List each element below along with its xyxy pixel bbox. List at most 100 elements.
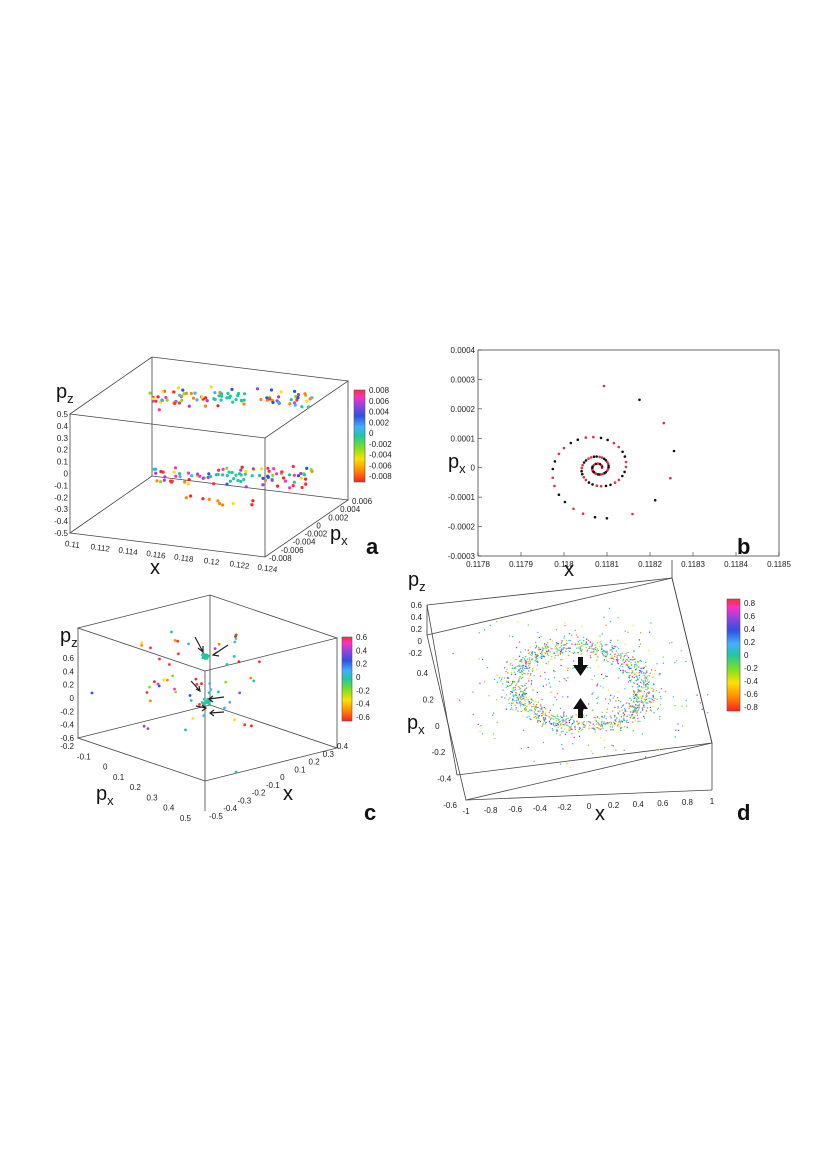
data-point	[237, 391, 241, 396]
data-point	[631, 713, 634, 716]
data-point	[605, 659, 608, 661]
data-point	[218, 502, 222, 506]
data-point	[611, 726, 614, 728]
data-point	[555, 717, 557, 720]
data-point	[600, 728, 602, 730]
data-point	[266, 474, 270, 479]
data-point	[619, 701, 622, 703]
data-point	[557, 643, 560, 645]
data-point	[626, 726, 628, 728]
data-point	[152, 467, 156, 471]
panel-c-x-tick: -0.4	[223, 804, 237, 813]
data-point	[603, 739, 606, 741]
data-point	[172, 470, 176, 474]
panel-b-y-tick: -0.0001	[448, 493, 476, 502]
panel-a-colorbar-tick: -0.002	[369, 440, 392, 449]
data-point	[595, 455, 598, 458]
data-point	[619, 669, 622, 672]
data-point	[501, 696, 503, 698]
data-point	[635, 707, 637, 710]
data-point	[559, 649, 561, 652]
panel-a-y-tick: 0.1	[57, 458, 69, 467]
panel-c-colorbar-tick: -0.2	[356, 686, 370, 695]
data-point	[634, 706, 636, 709]
data-point	[540, 635, 542, 638]
data-point	[539, 652, 542, 655]
data-point	[674, 736, 676, 738]
data-point	[553, 670, 555, 672]
data-point	[209, 474, 213, 479]
data-point	[583, 636, 585, 639]
data-point	[547, 663, 549, 665]
data-point	[524, 667, 526, 669]
data-point	[617, 723, 619, 726]
data-point	[587, 721, 590, 723]
data-point	[621, 712, 624, 715]
data-point	[520, 747, 523, 750]
panel-a-z-tick: -0.006	[281, 546, 304, 555]
data-point	[203, 404, 208, 408]
data-point	[642, 701, 644, 703]
data-point	[511, 707, 513, 709]
data-point	[604, 484, 608, 488]
panel-b-x-ticks: 0.1178 0.1179 0.118 0.1181 0.1182 0.1183 0.118…	[466, 552, 791, 569]
data-point	[525, 667, 528, 669]
data-point	[685, 699, 687, 702]
data-point	[624, 709, 626, 711]
data-point	[640, 711, 642, 713]
data-point	[639, 681, 641, 684]
data-point	[561, 658, 563, 660]
data-point	[521, 715, 524, 717]
data-point	[603, 616, 605, 618]
data-point	[305, 466, 309, 470]
panel-d-z-tick: 0.6	[411, 601, 423, 610]
panel-a-x-tick: 0.114	[118, 546, 139, 558]
data-point	[243, 723, 247, 727]
data-point	[556, 729, 558, 731]
panel-d-x-tick: 1	[710, 797, 715, 806]
panel-a-colorbar-ticks: 0.0080.0060.0040.0020-0.002-0.004-0.006-…	[369, 386, 392, 481]
data-point	[562, 446, 566, 450]
panel-a-y-tick: -0.4	[54, 517, 68, 526]
data-point	[573, 722, 575, 724]
data-point	[659, 704, 662, 706]
data-point	[230, 470, 234, 475]
data-point	[592, 435, 595, 439]
data-point	[529, 659, 531, 661]
panel-c-colorbar-tick: -0.6	[356, 713, 370, 722]
data-point	[239, 398, 243, 402]
panel-d-y-tick: -0.2	[432, 748, 446, 757]
data-point	[633, 701, 635, 704]
data-point	[600, 737, 602, 739]
panel-b-y-tick: 0	[471, 464, 476, 473]
panel-c-arrows	[190, 636, 229, 717]
data-point	[537, 701, 540, 703]
data-point	[545, 684, 547, 686]
data-point	[621, 652, 623, 654]
data-point	[173, 466, 178, 470]
data-point	[591, 483, 594, 486]
data-point	[162, 678, 166, 682]
data-point	[232, 655, 236, 658]
data-point	[582, 729, 584, 731]
panel-b-x-tick: 0.118	[554, 560, 574, 569]
panel-c-xlabel: x	[283, 783, 293, 805]
data-point	[196, 472, 200, 476]
data-point	[595, 484, 599, 488]
data-point	[544, 678, 547, 680]
data-point	[190, 474, 194, 478]
data-point	[596, 723, 598, 725]
panel-a-colorbar-tick: 0.008	[369, 386, 390, 395]
data-point	[547, 654, 549, 657]
data-point	[600, 651, 602, 653]
data-point	[524, 704, 526, 707]
data-point	[186, 482, 190, 486]
data-point	[617, 659, 620, 661]
data-point	[538, 636, 541, 639]
data-point	[510, 662, 512, 665]
data-point	[628, 707, 630, 710]
data-point	[587, 481, 591, 484]
data-point	[530, 683, 533, 686]
data-point	[207, 691, 211, 695]
data-point	[644, 699, 647, 701]
